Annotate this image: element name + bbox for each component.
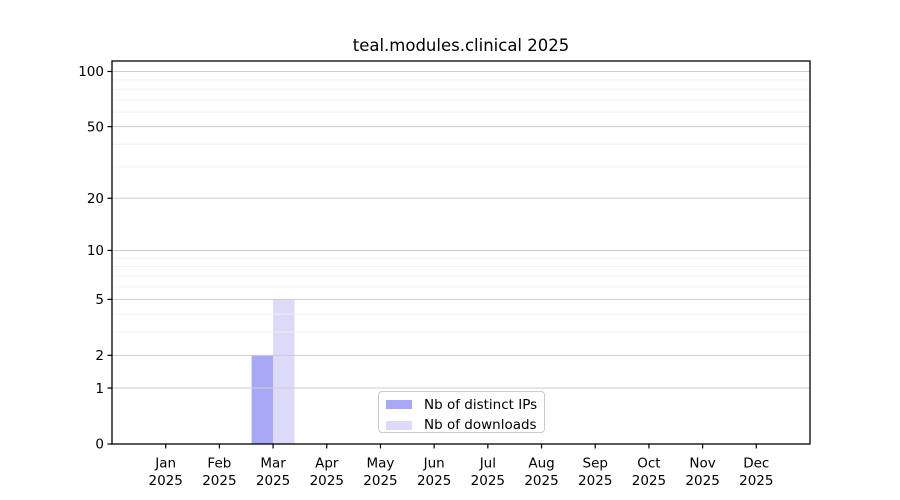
bar-distinct-ips [251, 355, 274, 444]
x-tick-label-month: Jan [154, 456, 176, 472]
x-tick-label-year: 2025 [417, 473, 451, 489]
x-tick-label-month: Dec [743, 456, 769, 472]
x-tick-label-month: Sep [583, 456, 608, 472]
y-tick-label: 20 [87, 191, 104, 207]
x-tick-label-year: 2025 [685, 473, 719, 489]
y-tick-label: 2 [95, 348, 104, 364]
y-tick-label: 0 [95, 437, 104, 453]
chart-title: teal.modules.clinical 2025 [352, 36, 570, 55]
x-tick-label-year: 2025 [471, 473, 505, 489]
legend-swatch-distinct-ips [386, 400, 412, 409]
y-tick-label: 100 [78, 64, 104, 80]
x-tick-label-month: Feb [207, 456, 231, 472]
x-tick-label-year: 2025 [739, 473, 773, 489]
legend-swatch-downloads [386, 420, 412, 430]
x-tick-label-year: 2025 [149, 473, 183, 489]
x-tick-label-month: Apr [315, 456, 339, 472]
axes-spines [111, 60, 811, 445]
x-tick-label-month: Jun [423, 456, 445, 472]
bar-downloads [273, 299, 295, 444]
x-tick-label-month: May [367, 456, 395, 472]
x-tick-label-year: 2025 [578, 473, 612, 489]
x-tick-label-month: Jul [479, 456, 496, 472]
legend-label-downloads: Nb of downloads [424, 417, 537, 433]
y-tick-label: 1 [95, 381, 104, 397]
x-tick-label-year: 2025 [202, 473, 236, 489]
x-tick-label-year: 2025 [310, 473, 344, 489]
legend: Nb of distinct IPs Nb of downloads [378, 391, 545, 433]
x-tick-label-month: Aug [528, 456, 554, 472]
x-tick-label-year: 2025 [632, 473, 666, 489]
legend-item-downloads: Nb of downloads [379, 415, 544, 435]
legend-label-distinct-ips: Nb of distinct IPs [424, 396, 538, 413]
y-tick-label: 10 [87, 243, 104, 259]
x-tick-label-year: 2025 [256, 473, 290, 489]
x-tick-label-year: 2025 [524, 473, 558, 489]
x-tick-label-month: Nov [689, 456, 715, 472]
y-tick-label: 50 [87, 119, 104, 135]
y-tick-label: 5 [95, 292, 104, 308]
legend-item-distinct-ips: Nb of distinct IPs [379, 395, 544, 415]
x-tick-label-year: 2025 [363, 473, 397, 489]
x-tick-label-month: Oct [637, 456, 660, 472]
x-tick-label-month: Mar [260, 456, 286, 472]
